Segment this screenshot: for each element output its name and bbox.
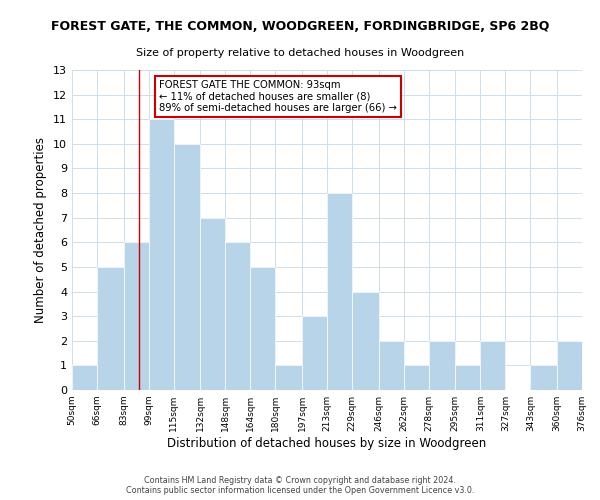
Text: Contains public sector information licensed under the Open Government Licence v3: Contains public sector information licen… [126,486,474,495]
X-axis label: Distribution of detached houses by size in Woodgreen: Distribution of detached houses by size … [167,437,487,450]
Bar [481,341,505,390]
Text: FOREST GATE, THE COMMON, WOODGREEN, FORDINGBRIDGE, SP6 2BQ: FOREST GATE, THE COMMON, WOODGREEN, FORD… [51,20,549,33]
Bar [404,366,428,390]
Bar [530,366,557,390]
Text: FOREST GATE THE COMMON: 93sqm
← 11% of detached houses are smaller (8)
89% of se: FOREST GATE THE COMMON: 93sqm ← 11% of d… [158,80,397,113]
Bar [97,267,124,390]
Text: Contains HM Land Registry data © Crown copyright and database right 2024.: Contains HM Land Registry data © Crown c… [144,476,456,485]
Bar [149,119,173,390]
Bar [327,193,352,390]
Bar [72,366,97,390]
Bar [428,341,455,390]
Bar [302,316,327,390]
Bar [379,341,404,390]
Bar [200,218,226,390]
Bar [173,144,200,390]
Bar [250,267,275,390]
Bar [226,242,250,390]
Y-axis label: Number of detached properties: Number of detached properties [34,137,47,323]
Bar [124,242,149,390]
Bar [275,366,302,390]
Bar [455,366,481,390]
Bar [557,341,582,390]
Bar [352,292,379,390]
Text: Size of property relative to detached houses in Woodgreen: Size of property relative to detached ho… [136,48,464,58]
